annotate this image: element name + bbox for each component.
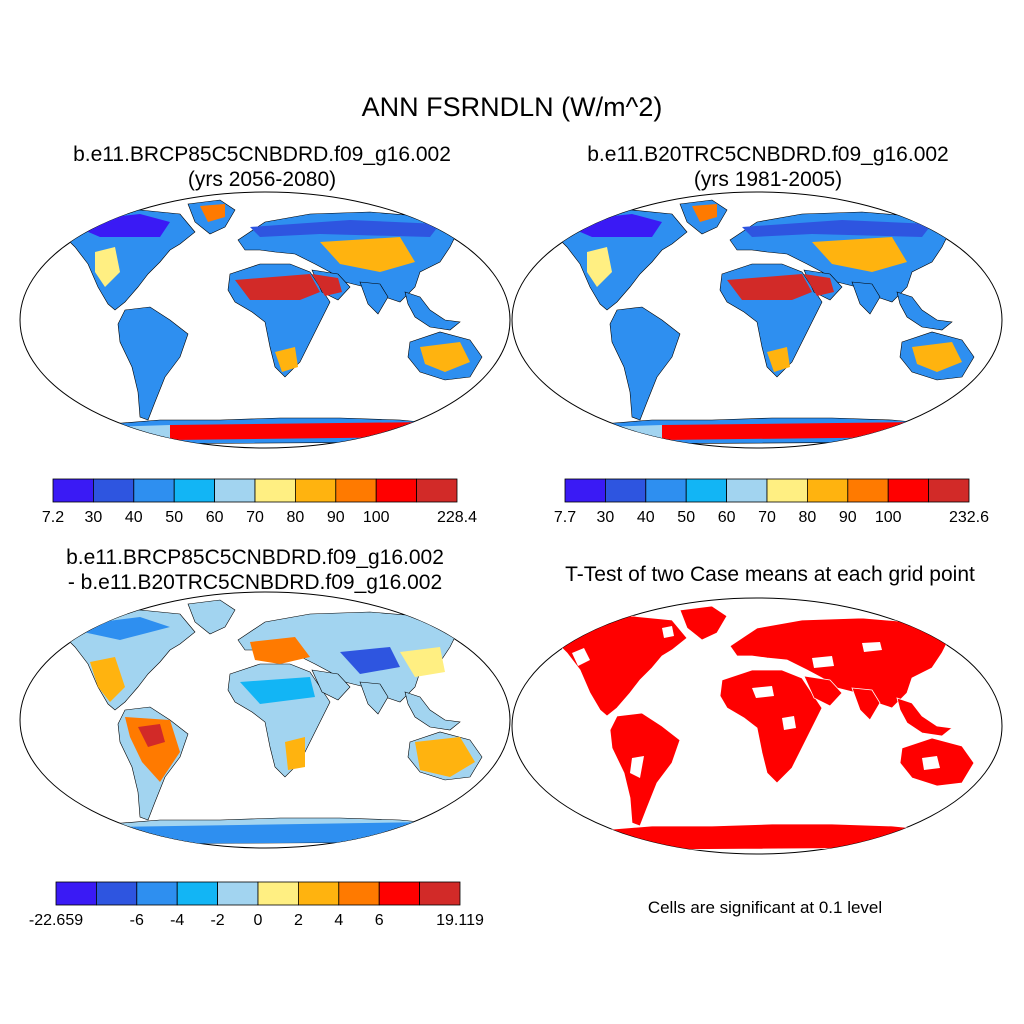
colorbar-swatch [685,478,728,503]
colorbar-tick-label: 90 [327,509,345,526]
colorbar-swatch [928,478,970,503]
figure-title: ANN FSRNDLN (W/m^2) [361,92,663,122]
colorbar-tick-label: 50 [677,509,695,526]
colorbar-tick-label: 30 [597,509,615,526]
colorbar-tick-label: 0 [254,912,263,929]
colorbar-tick-label: -6 [130,912,144,929]
colorbar-tick-label: 80 [799,509,817,526]
colorbar-tick-label: 60 [718,509,736,526]
significance-note: Cells are significant at 0.1 level [647,898,883,917]
colorbar-swatch [766,478,808,503]
colorbar-tick-label: 7.7 [554,509,576,526]
colorbar-tick-label: 7.2 [42,509,64,526]
colorbar-tick-label: 70 [246,509,264,526]
colorbar-tick-label: -2 [210,912,224,929]
colorbar-tick-label: -4 [170,912,184,929]
colorbar-tick-label: 228.4 [437,509,477,526]
panel-1-title: b.e11.BRCP85C5CNBDRD.f09_g16.002 (yrs 20… [12,142,512,192]
panel-3-title: b.e11.BRCP85C5CNBDRD.f09_g16.002 - b.e11… [0,545,510,595]
colorbar-swatch [176,881,218,906]
colorbar-swatch [136,881,178,906]
colorbar-swatch [173,478,215,503]
panel-2-colorbar: 7.7 30 40 50 60 70 80 90 100 232.6 [554,478,989,526]
colorbar-tick-label: 4 [334,912,343,929]
colorbar-tick-label: 90 [839,509,857,526]
colorbar-swatch [887,478,930,503]
colorbar-tick-label: -22.659 [29,912,83,929]
colorbar-swatch [378,881,421,906]
colorbar-tick-label: 40 [125,509,143,526]
panel-2-hot-regions [557,204,962,442]
colorbar-tick-label: 60 [206,509,224,526]
panel-1-hot-regions [65,204,470,442]
colorbar-swatch [807,478,849,503]
panel-1-colorbar: 7.2 30 40 50 60 70 80 90 100 228.4 [42,478,477,526]
colorbar-swatch [564,478,606,503]
panel-2-map [511,191,1003,449]
colorbar-swatch [338,881,380,906]
colorbar-swatch [335,478,377,503]
colorbar-tick-label: 80 [287,509,305,526]
panel-3-map [19,591,511,849]
colorbar-swatch [375,478,418,503]
colorbar-swatch [645,478,687,503]
colorbar-tick-label: 70 [758,509,776,526]
panel-1-title-years: (yrs 2056-2080) [187,168,337,191]
colorbar-tick-label: 19.119 [436,912,484,929]
colorbar-swatch [214,478,256,503]
panel-2-title-years: (yrs 1981-2005) [693,168,843,191]
colorbar-tick-label: 100 [875,509,902,526]
colorbar-tick-label: 50 [165,509,183,526]
panel-4-map [511,597,1003,855]
colorbar-swatch [257,881,299,906]
panel-3-colorbar: -22.659 -6 -4 -2 0 2 4 6 19.119 [29,881,484,929]
colorbar-swatch [55,881,97,906]
colorbar-swatch [605,478,647,503]
panel-4-non-significant-cells [572,626,940,778]
colorbar-swatch [726,478,768,503]
panel-1-map [19,191,511,449]
colorbar-tick-label: 232.6 [949,509,989,526]
panel-4-title: T-Test of two Case means at each grid po… [565,563,975,586]
colorbar-swatch [96,881,138,906]
panel-1-title-case: b.e11.BRCP85C5CNBDRD.f09_g16.002 [73,143,451,166]
colorbar-swatch [254,478,296,503]
colorbar-swatch [93,478,135,503]
colorbar-swatch [847,478,889,503]
colorbar-swatch [416,478,458,503]
colorbar-swatch [52,478,94,503]
colorbar-swatch [133,478,175,503]
panel-3-change-regions [60,617,475,844]
colorbar-swatch [297,881,340,906]
panel-2-title: b.e11.B20TRC5CNBDRD.f09_g16.002 (yrs 198… [518,142,1018,192]
colorbar-swatch [217,881,259,906]
colorbar-swatch [294,478,337,503]
panel-2-title-case: b.e11.B20TRC5CNBDRD.f09_g16.002 [587,143,949,166]
colorbar-tick-label: 6 [375,912,384,929]
colorbar-swatch [419,881,461,906]
colorbar-tick-label: 2 [294,912,303,929]
colorbar-tick-label: 40 [637,509,655,526]
panel-3-title-case-a: b.e11.BRCP85C5CNBDRD.f09_g16.002 [66,546,444,569]
colorbar-tick-label: 100 [363,509,390,526]
panel-3-title-case-b: - b.e11.B20TRC5CNBDRD.f09_g16.002 [67,571,443,594]
colorbar-tick-label: 30 [85,509,103,526]
